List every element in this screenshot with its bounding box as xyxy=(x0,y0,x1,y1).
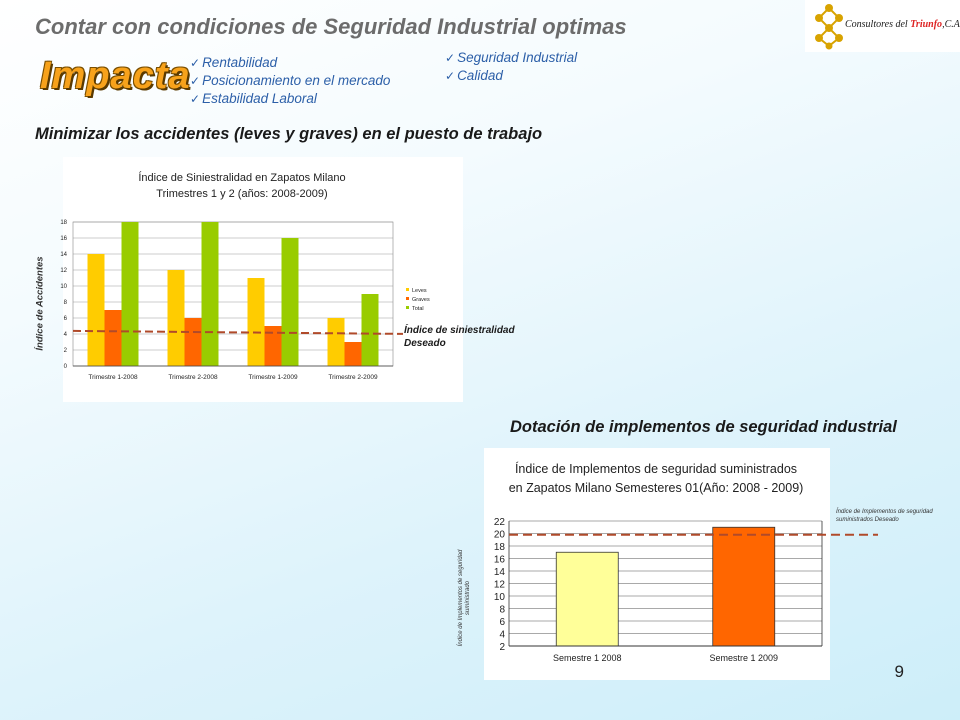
impacts-list-right: Seguridad Industrial Calidad xyxy=(445,49,577,85)
y-tick-label: 22 xyxy=(494,517,506,528)
bar-leves xyxy=(87,254,105,366)
y-tick-label: 18 xyxy=(494,542,506,553)
y-tick-label: 16 xyxy=(494,555,506,566)
y-tick-label: 16 xyxy=(60,236,67,242)
bar-leves xyxy=(327,318,345,366)
logo-emblem-icon xyxy=(815,4,843,50)
impact-heading: Impacta xyxy=(40,55,191,97)
y-tick-label: 12 xyxy=(494,580,506,591)
legend-swatch xyxy=(406,306,409,309)
target-annotation-equipment: Índice de Implementos de seguridad sumin… xyxy=(836,509,933,523)
legend-swatch xyxy=(406,288,409,291)
bar-semester xyxy=(712,526,776,647)
legend-label: Graves xyxy=(412,297,430,303)
bar-total xyxy=(361,294,379,366)
y-tick-label: 12 xyxy=(60,268,67,274)
target-line xyxy=(72,329,404,335)
bar-total xyxy=(121,222,139,366)
impact-item: Estabilidad Laboral xyxy=(190,90,390,108)
legend-label: Total xyxy=(412,306,424,312)
bar-graves xyxy=(184,318,202,366)
y-tick-label: 4 xyxy=(499,630,505,641)
x-tick-label: Trimestre 2-2009 xyxy=(328,374,378,381)
chart-subtitle: Trimestres 1 y 2 (años: 2008-2009) xyxy=(156,188,327,200)
bar-leves xyxy=(167,270,185,366)
y-tick-label: 20 xyxy=(494,530,506,541)
bar-total xyxy=(281,238,299,366)
y-tick-label: 2 xyxy=(64,348,68,354)
legend-label: Leves xyxy=(412,288,427,294)
section-title-accidents: Minimizar los accidentes (leves y graves… xyxy=(35,125,543,143)
slide-title: Contar con condiciones de Seguridad Indu… xyxy=(35,14,627,39)
x-tick-label: Semestre 1 2009 xyxy=(709,653,778,663)
y-tick-label: 8 xyxy=(64,300,68,306)
bar-graves xyxy=(104,310,122,366)
x-tick-label: Trimestre 2-2008 xyxy=(168,374,218,381)
legend-swatch xyxy=(406,297,409,300)
impact-item: Rentabilidad xyxy=(190,54,390,72)
y-tick-label: 4 xyxy=(64,332,68,338)
y-tick-label: 10 xyxy=(494,592,506,603)
y-axis-label-equipment: Índice de Implementos de seguridad sumin… xyxy=(458,549,471,647)
x-tick-label: Semestre 1 2008 xyxy=(553,653,622,663)
impact-item: Posicionamiento en el mercado xyxy=(190,72,390,90)
bar-total xyxy=(201,222,219,366)
y-tick-label: 0 xyxy=(64,364,68,370)
company-logo: Consultores del Triunfo,C.A. xyxy=(805,0,960,52)
chart-title: Índice de Siniestralidad en Zapatos Mila… xyxy=(138,171,345,184)
bar-leves xyxy=(247,278,265,366)
page-number: 9 xyxy=(894,662,904,681)
y-tick-label: 10 xyxy=(60,284,67,290)
x-tick-label: Trimestre 1-2008 xyxy=(88,374,138,381)
impacts-list-left: Rentabilidad Posicionamiento en el merca… xyxy=(190,54,390,108)
chart-subtitle: en Zapatos Milano Semesteres 01(Año: 200… xyxy=(509,481,804,495)
y-tick-label: 14 xyxy=(60,252,67,258)
target-annotation-accidents: Índice de siniestralidad Deseado xyxy=(404,325,515,349)
bar-graves xyxy=(264,326,282,366)
section-title-equipment: Dotación de implementos de seguridad ind… xyxy=(510,418,897,436)
bar-graves xyxy=(344,342,362,366)
y-tick-label: 6 xyxy=(499,617,505,628)
y-tick-label: 14 xyxy=(494,567,506,578)
y-tick-label: 2 xyxy=(499,642,505,653)
bar-semester xyxy=(555,551,619,647)
logo-text: Consultores del Triunfo,C.A. xyxy=(845,19,960,30)
impact-item: Seguridad Industrial xyxy=(445,49,577,67)
x-tick-label: Trimestre 1-2009 xyxy=(248,374,298,381)
impact-item: Calidad xyxy=(445,67,577,85)
y-tick-label: 8 xyxy=(499,605,505,616)
y-tick-label: 18 xyxy=(60,220,67,226)
y-tick-label: 6 xyxy=(64,316,68,322)
chart-title: Índice de Implementos de seguridad sumin… xyxy=(515,461,797,476)
